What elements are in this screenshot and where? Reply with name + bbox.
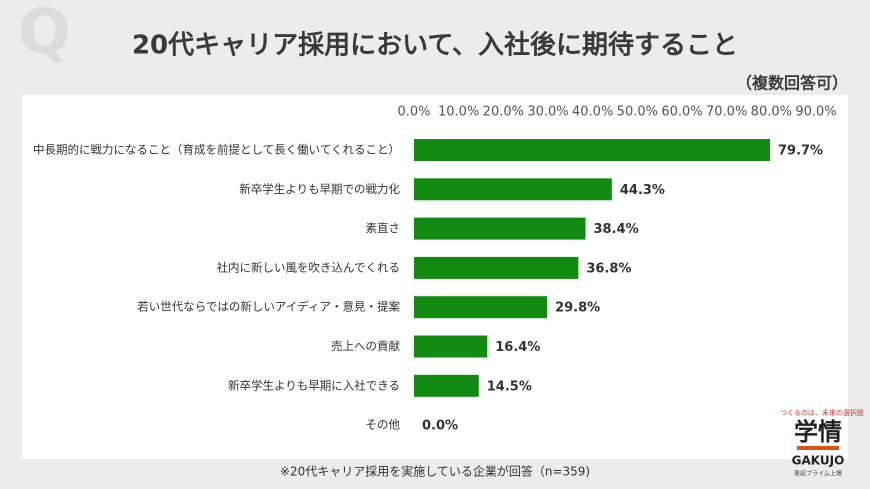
bar xyxy=(414,374,479,397)
data-label: 36.8% xyxy=(586,261,631,276)
x-tick-label: 90.0% xyxy=(795,105,836,120)
y-tick-label: 新卒学生よりも早期に入社できる xyxy=(228,378,400,392)
y-tick-label: 素直さ xyxy=(366,221,401,235)
bar xyxy=(414,178,612,201)
watermark: Q xyxy=(18,0,71,68)
y-tick-label: 社内に新しい風を吹き込んでくれる xyxy=(217,260,400,274)
logo-name: 学情 xyxy=(794,418,842,446)
logo: つくるのは、未来の選択肢 学情 GAKUJO 東証プライム上場 xyxy=(780,408,864,478)
bar xyxy=(414,139,770,161)
data-label: 16.4% xyxy=(495,340,540,355)
logo-bar xyxy=(797,446,839,450)
x-tick-label: 10.0% xyxy=(438,105,479,120)
x-tick-label: 70.0% xyxy=(706,105,747,120)
y-tick-label: その他 xyxy=(366,418,401,432)
chart-title: 20代キャリア採用において、入社後に期待すること xyxy=(132,30,738,61)
data-label: 44.3% xyxy=(620,183,665,198)
bar xyxy=(414,296,548,319)
x-tick-label: 60.0% xyxy=(661,105,702,120)
data-label: 29.8% xyxy=(555,301,600,316)
bar xyxy=(414,256,579,279)
data-label: 14.5% xyxy=(487,379,532,394)
data-label: 79.7% xyxy=(778,144,823,159)
y-tick-label: 新卒学生よりも早期での戦力化 xyxy=(239,182,400,196)
y-tick-label: 売上への貢献 xyxy=(331,339,400,353)
x-tick-label: 0.0% xyxy=(397,105,430,120)
logo-listing: 東証プライム上場 xyxy=(794,470,842,478)
bar xyxy=(414,335,488,358)
chart-subtitle: （複数回答可） xyxy=(736,74,848,93)
y-tick-label: 中長期的に戦力になること（育成を前提として長く働いてくれること） xyxy=(33,143,400,157)
logo-roman: GAKUJO xyxy=(792,454,845,468)
x-tick-label: 80.0% xyxy=(751,105,792,120)
logo-tagline: つくるのは、未来の選択肢 xyxy=(780,408,864,417)
data-label: 38.4% xyxy=(594,222,639,237)
footnote: ※20代キャリア採用を実施している企業が回答（n=359) xyxy=(280,464,590,479)
x-tick-label: 30.0% xyxy=(527,105,568,120)
x-tick-label: 50.0% xyxy=(617,105,658,120)
data-label: 0.0% xyxy=(422,419,458,434)
bar xyxy=(414,217,586,240)
y-tick-label: 若い世代ならではの新しいアイディア・意見・提案 xyxy=(137,300,400,314)
x-tick-label: 20.0% xyxy=(483,105,524,120)
x-tick-label: 40.0% xyxy=(572,105,613,120)
